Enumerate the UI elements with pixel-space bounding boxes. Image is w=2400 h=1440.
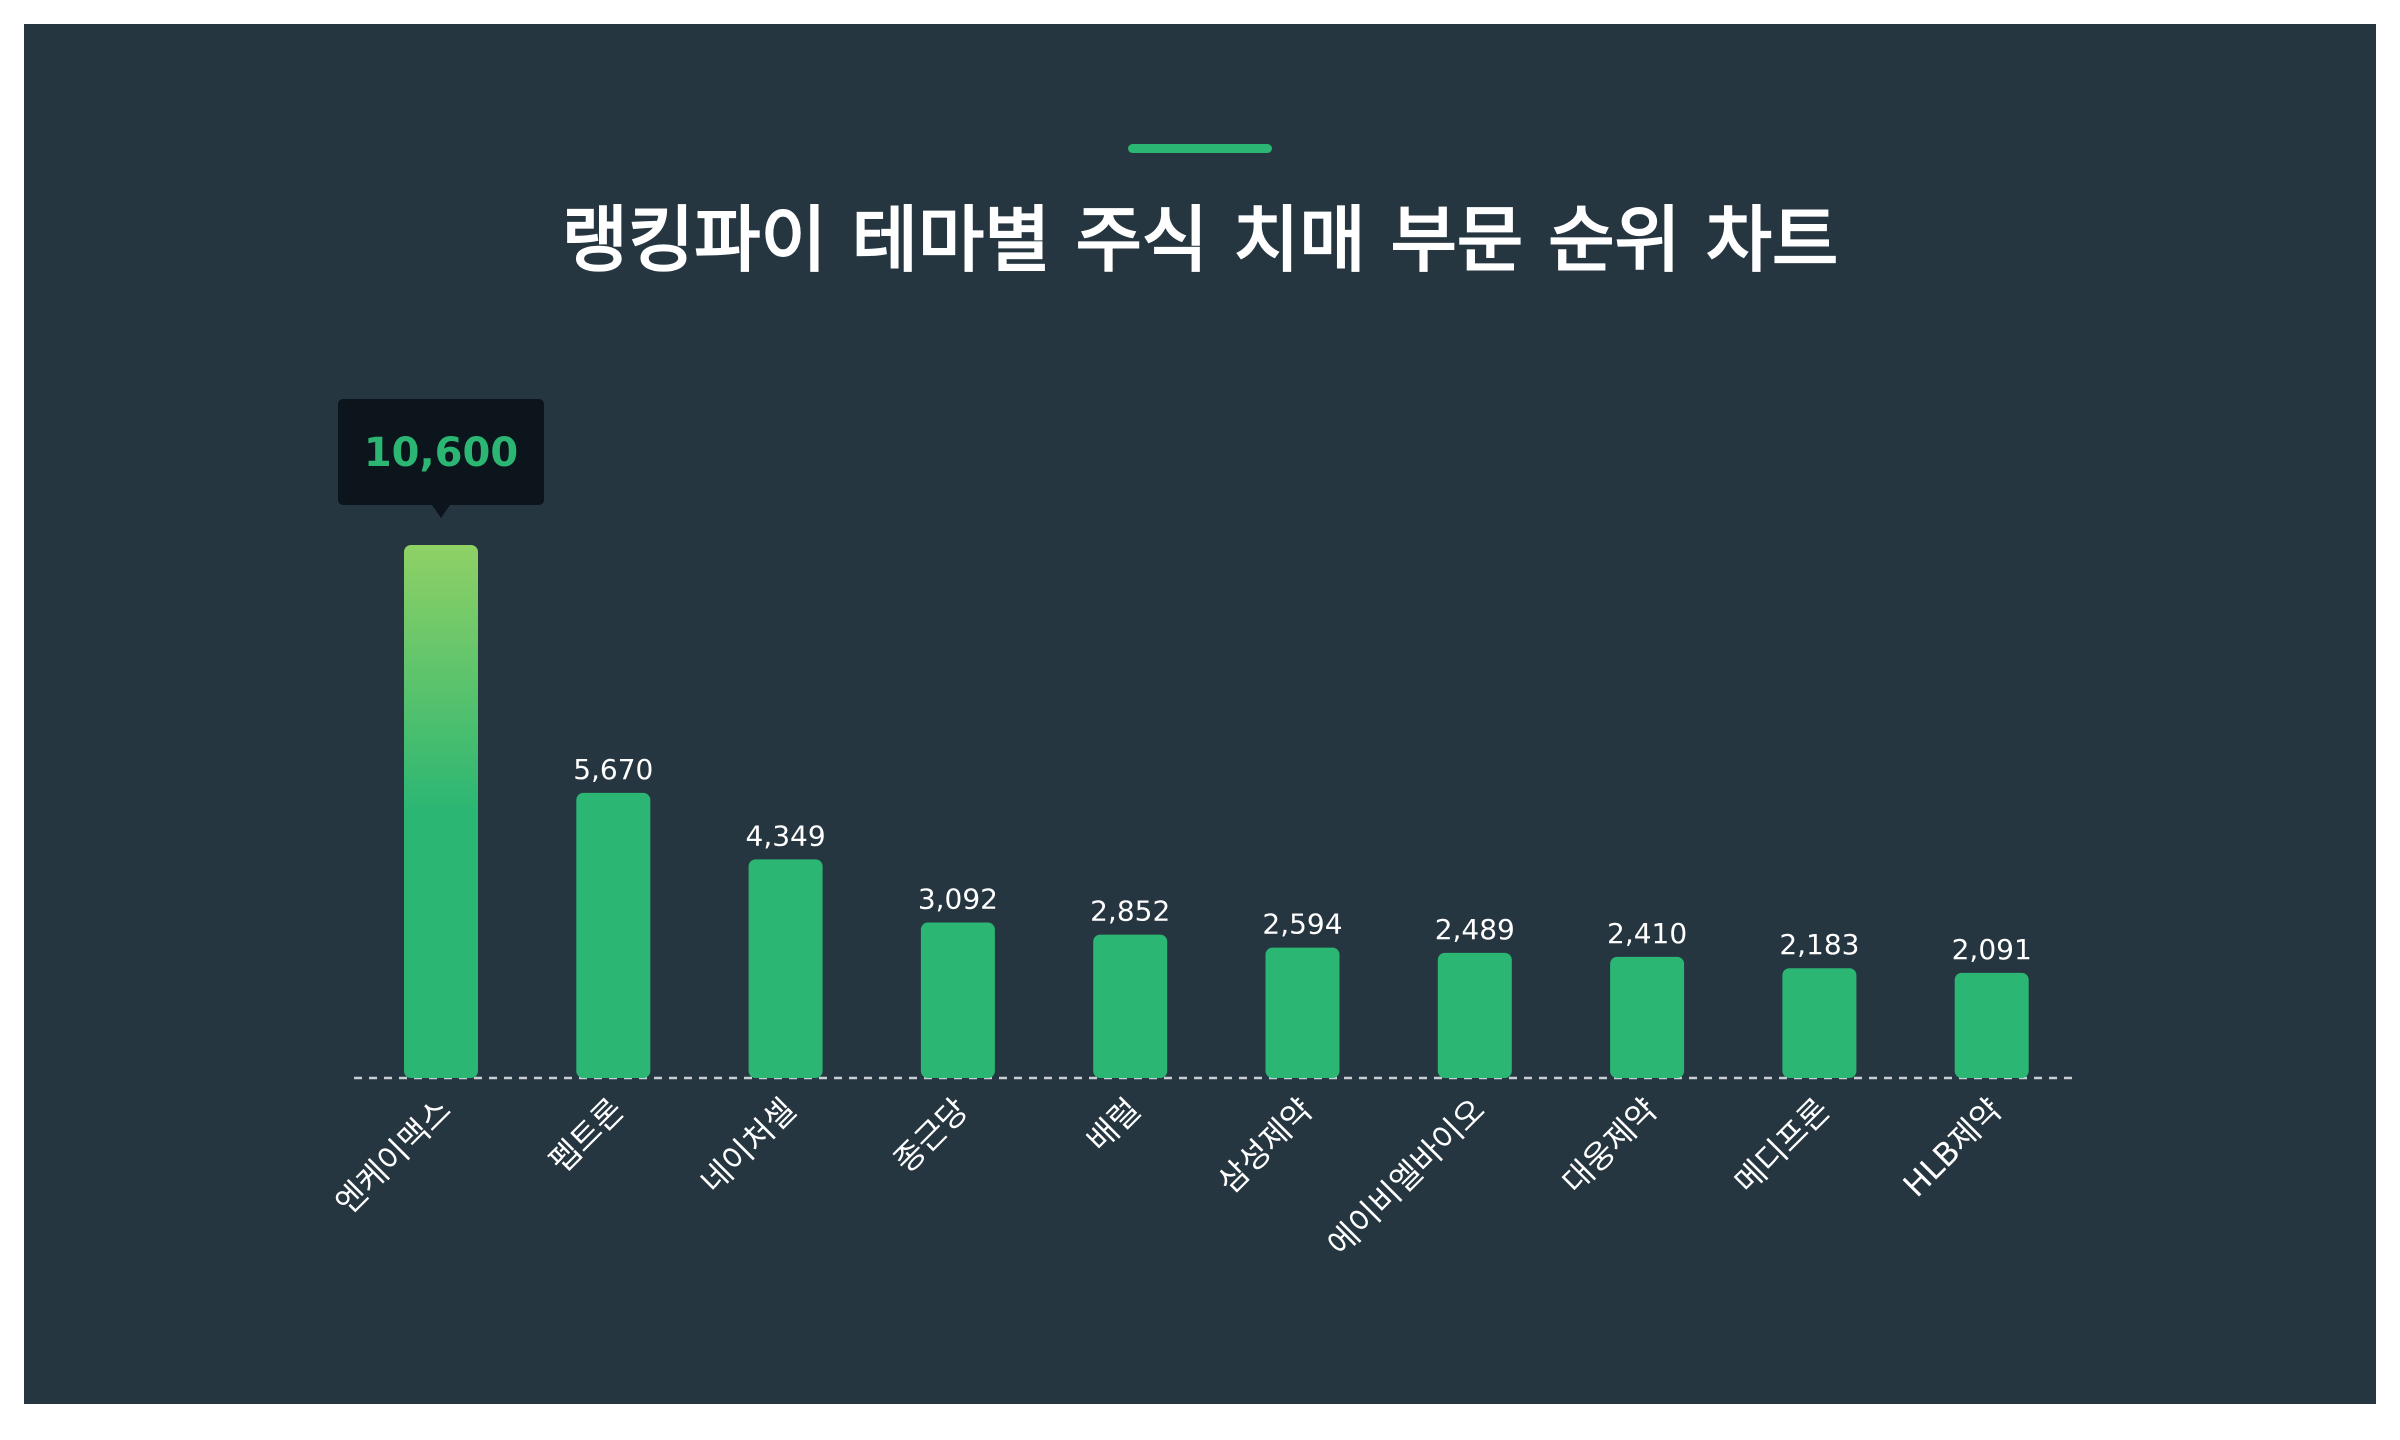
category-label: HLB제약 [1896,1091,2010,1205]
chart-title: 랭킹파이 테마별 주식 치매 부문 순위 차트 [561,198,1839,282]
tooltip-value: 10,600 [364,430,518,476]
bar[interactable] [576,792,651,1078]
bar[interactable] [404,545,478,1078]
value-label: 5,670 [573,753,653,786]
category-label: 대웅제약 [1555,1091,1665,1201]
bar[interactable] [748,859,823,1078]
bar[interactable] [1437,952,1512,1078]
value-tooltip: 10,600 [338,399,544,518]
bar[interactable] [1093,934,1168,1078]
value-label: 2,594 [1262,908,1342,941]
title-accent-line [1128,144,1272,153]
category-label: 배럴 [1079,1091,1148,1160]
bar[interactable] [1782,968,1857,1078]
category-label: 에이비엘바이오 [1320,1091,1493,1264]
category-label: 펩트론 [542,1091,631,1180]
category-label: 엔케이맥스 [328,1091,459,1222]
bar[interactable] [1265,947,1340,1078]
value-label: 4,349 [746,819,826,852]
category-label: 종근당 [886,1091,975,1180]
value-label: 3,092 [918,883,998,916]
bar[interactable] [1610,956,1685,1078]
value-label: 2,489 [1435,913,1515,946]
bar[interactable] [920,922,995,1078]
value-label: 2,183 [1779,928,1859,961]
value-label: 2,852 [1090,895,1170,928]
value-label: 2,091 [1952,933,2032,966]
value-label: 2,410 [1607,917,1687,950]
category-label: 네이처셀 [693,1091,803,1201]
category-label: 삼성제약 [1210,1091,1320,1201]
tooltip-pointer [432,505,450,518]
bar[interactable] [1954,972,2029,1078]
category-label: 메디프론 [1727,1091,1837,1201]
tooltip-box [338,399,544,505]
